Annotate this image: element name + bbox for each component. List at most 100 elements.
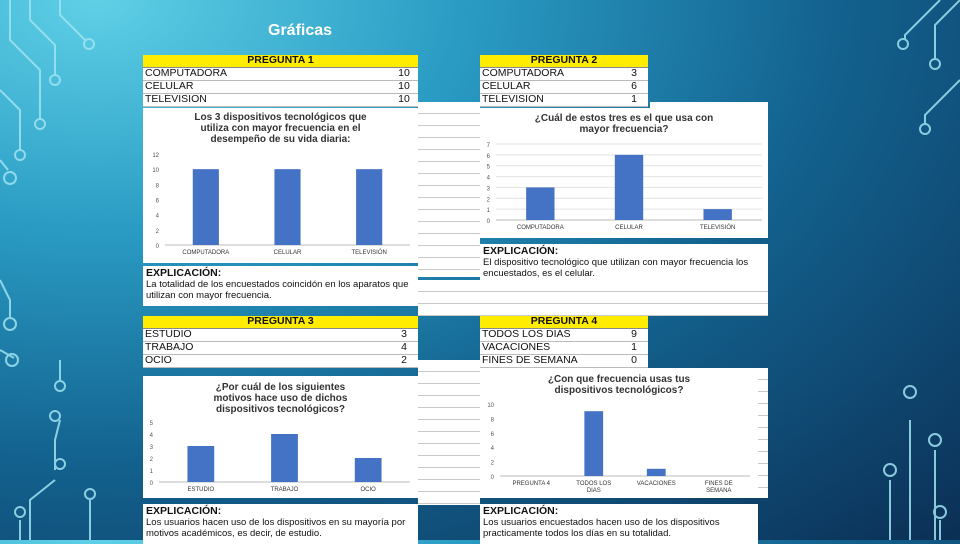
- x-tick-label: VACACIONES: [637, 481, 676, 487]
- q4-table: PREGUNTA 4 TODOS LOS DIAS 9 VACACIONES 1 F…: [480, 316, 648, 368]
- bar: [526, 187, 555, 220]
- chart-title-line: ¿Con que frecuencia usas tus: [548, 374, 691, 385]
- y-tick-label: 8: [491, 417, 495, 423]
- row-value: 4: [401, 341, 407, 353]
- chart-title-line: mayor frecuencia?: [580, 124, 669, 135]
- row-label: COMPUTADORA: [482, 67, 565, 79]
- explanation-header: EXPLICACIÓN:: [146, 505, 222, 517]
- row-value: 9: [631, 328, 637, 340]
- y-tick-label: 8: [156, 183, 160, 189]
- sheet-gridlines: [758, 368, 768, 498]
- y-tick-label: 1: [150, 469, 154, 475]
- x-tick-label-line: DIAS: [587, 488, 601, 494]
- chart-title-line: utiliza con mayor frecuencia en el: [200, 123, 360, 134]
- chart-title: ¿Por cuál de los siguientes motivos hace …: [214, 382, 348, 415]
- chart-panel-1: Los 3 dispositivos tecnológicos que utili…: [143, 108, 418, 263]
- chart-title-line: ¿Cuál de estos tres es el que usa con: [535, 113, 713, 124]
- chart-3: ¿Por cuál de los siguientes motivos hace …: [150, 382, 410, 493]
- row-value: 3: [401, 328, 407, 340]
- x-tick-label: CELULAR: [615, 225, 643, 231]
- explanation-header: EXPLICACIÓN:: [483, 505, 559, 517]
- x-tick-label: TELEVISIÓN: [700, 224, 735, 231]
- table-row: ESTUDIO 3: [143, 329, 418, 342]
- bar: [192, 169, 219, 245]
- y-tick-label: 2: [150, 457, 154, 463]
- q1-explanation: EXPLICACIÓN: La totalidad de los encuest…: [143, 266, 418, 306]
- y-tick-label: 2: [491, 461, 495, 467]
- chart-title-line: ¿Por cuál de los siguientes: [216, 382, 346, 393]
- y-tick-label: 6: [491, 432, 495, 438]
- y-tick-label: 5: [150, 421, 154, 427]
- x-tick-label-line: SEMANA: [706, 488, 731, 494]
- y-tick-label: 4: [487, 176, 491, 182]
- row-label: CELULAR: [482, 80, 531, 92]
- bar: [614, 154, 644, 220]
- x-tick-label: ESTUDIO: [187, 487, 214, 493]
- q4-header: PREGUNTA 4: [480, 316, 648, 329]
- x-tick-label: OCIO: [360, 487, 376, 493]
- y-tick-label: 0: [487, 219, 491, 225]
- q3-table: PREGUNTA 3 ESTUDIO 3 TRABAJO 4 OCIO 2: [143, 316, 418, 368]
- table-row: COMPUTADORA 3: [480, 68, 648, 81]
- sheet-gridlines: [418, 102, 480, 277]
- bar: [356, 169, 383, 245]
- y-tick-label: 3: [150, 445, 154, 451]
- y-tick-label: 3: [487, 186, 491, 192]
- row-value: 10: [398, 67, 410, 79]
- q1-table: PREGUNTA 1 COMPUTADORA 10 CELULAR 10 TELEV…: [143, 55, 418, 107]
- table-row: TODOS LOS DIAS 9: [480, 329, 648, 342]
- x-tick-label: FINES DE SEMANA: [705, 481, 733, 494]
- table-row: TELEVISION 1: [480, 94, 648, 107]
- table-row: TRABAJO 4: [143, 342, 418, 355]
- chart-1: Los 3 dispositivos tecnológicos que utili…: [152, 112, 410, 256]
- chart-panel-4: ¿Con que frecuencia usas tus dispositivos…: [480, 368, 758, 498]
- bar: [584, 411, 604, 476]
- row-value: 10: [398, 93, 410, 105]
- y-tick-label: 5: [487, 165, 491, 171]
- y-tick-label: 4: [491, 446, 495, 452]
- y-tick-label: 6: [487, 154, 491, 160]
- bar: [646, 468, 666, 476]
- x-tick-label: COMPUTADORA: [517, 225, 564, 231]
- y-tick-label: 6: [156, 199, 160, 205]
- table-row: FINES DE SEMANA 0: [480, 355, 648, 368]
- chart-2: ¿Cuál de estos tres es el que usa con may…: [487, 113, 762, 231]
- chart-4: ¿Con que frecuencia usas tus dispositivos…: [487, 374, 750, 494]
- row-label: TODOS LOS DIAS: [482, 328, 571, 340]
- chart-title: ¿Con que frecuencia usas tus dispositivos…: [548, 374, 691, 396]
- row-label: TELEVISION: [145, 93, 207, 105]
- table-row: VACACIONES 1: [480, 342, 648, 355]
- chart-panel-2: ¿Cuál de estos tres es el que usa con may…: [480, 108, 768, 238]
- bar: [274, 169, 301, 245]
- bar: [703, 209, 732, 220]
- y-tick-label: 10: [152, 168, 159, 174]
- y-tick-label: 4: [150, 433, 154, 439]
- row-value: 0: [631, 354, 637, 366]
- x-tick-label: TODOS LOS DIAS: [576, 481, 611, 494]
- explanation-header: EXPLICACIÓN:: [483, 245, 559, 257]
- row-value: 2: [401, 354, 407, 366]
- q2-explanation: EXPLICACIÓN: El dispositivo tecnológico …: [480, 244, 768, 284]
- y-tick-label: 2: [487, 197, 491, 203]
- q2-table: PREGUNTA 2 COMPUTADORA 3 CELULAR 6 TELEVIS…: [480, 55, 648, 107]
- row-label: TRABAJO: [145, 341, 194, 353]
- sheet-gridlines: [418, 360, 480, 505]
- explanation-header: EXPLICACIÓN:: [146, 267, 222, 279]
- q1-header: PREGUNTA 1: [143, 55, 418, 68]
- row-value: 3: [631, 67, 637, 79]
- y-tick-label: 0: [156, 244, 160, 250]
- bar: [187, 446, 215, 482]
- q2-header: PREGUNTA 2: [480, 55, 648, 68]
- row-value: 6: [631, 80, 637, 92]
- row-label: VACACIONES: [482, 341, 551, 353]
- table-row: CELULAR 6: [480, 81, 648, 94]
- row-label: CELULAR: [145, 80, 194, 92]
- bar: [354, 458, 382, 482]
- table-row: COMPUTADORA 10: [143, 68, 418, 81]
- chart-title-line: dispositivos tecnológicos?: [216, 404, 345, 415]
- sheet-gridlines: [418, 280, 768, 316]
- row-label: TELEVISION: [482, 93, 544, 105]
- row-value: 10: [398, 80, 410, 92]
- row-label: OCIO: [145, 354, 172, 366]
- x-tick-label: PREGUNTA 4: [512, 481, 550, 487]
